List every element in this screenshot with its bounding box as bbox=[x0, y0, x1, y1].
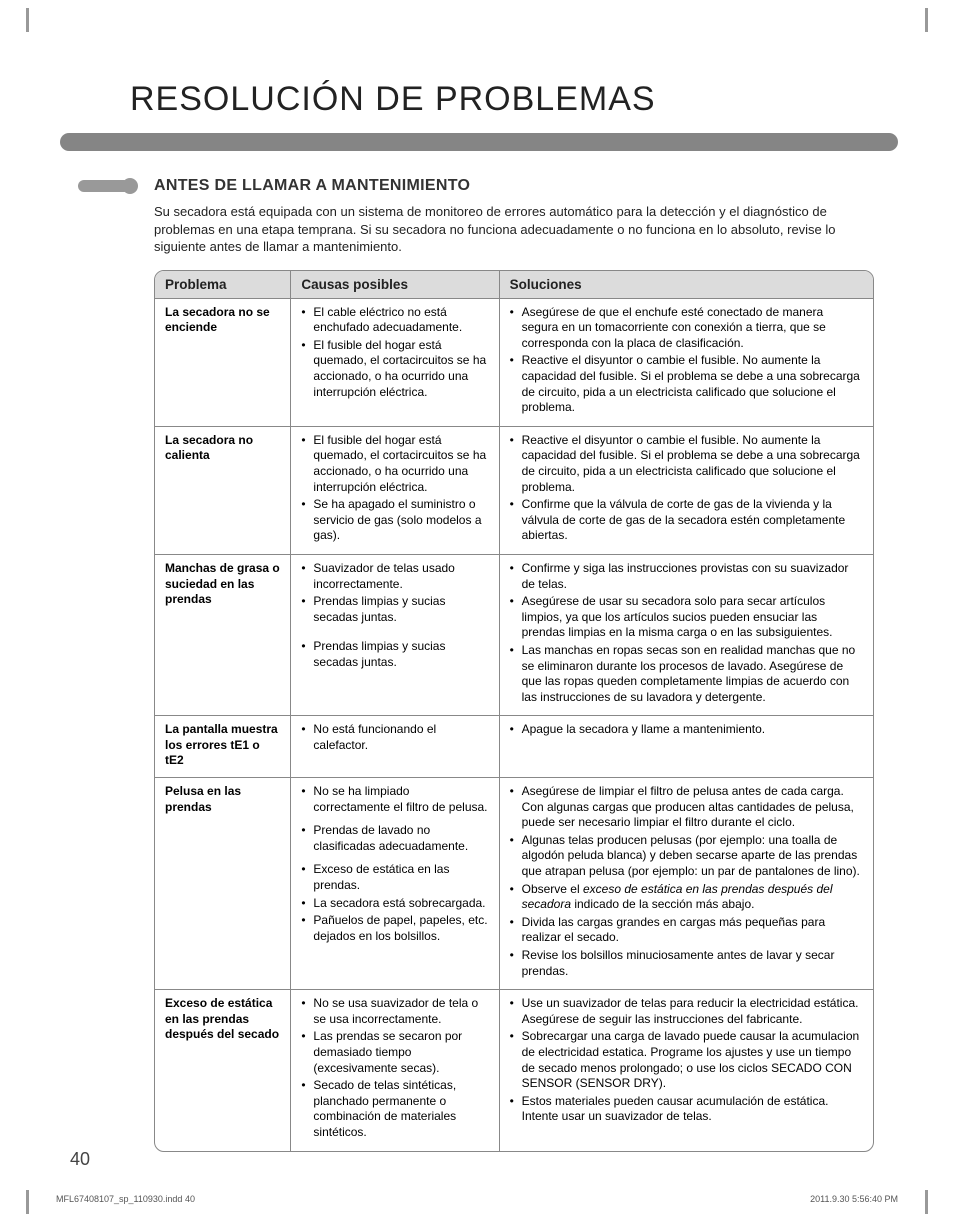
list-item: Use un suavizador de telas para reducir … bbox=[510, 996, 863, 1027]
list-item: No se usa suavizador de tela o se usa in… bbox=[301, 996, 488, 1027]
table-row: Exceso de estática en las prendas despué… bbox=[155, 990, 873, 1150]
cell-causes: No se usa suavizador de tela o se usa in… bbox=[291, 990, 499, 1150]
list-item: Se ha apagado el suministro o servicio d… bbox=[301, 497, 488, 544]
list-item: Algunas telas producen pelusas (por ejem… bbox=[510, 833, 863, 880]
page-title: RESOLUCIÓN DE PROBLEMAS bbox=[130, 80, 894, 119]
th-causes: Causas posibles bbox=[291, 271, 499, 299]
cell-causes: El fusible del hogar está quemado, el co… bbox=[291, 427, 499, 555]
cell-solutions: Confirme y siga las instrucciones provis… bbox=[500, 555, 873, 716]
table-row: Manchas de grasa o suciedad en las prend… bbox=[155, 555, 873, 716]
table-row: La secadora no calientaEl fusible del ho… bbox=[155, 427, 873, 555]
cell-problem: Manchas de grasa o suciedad en las prend… bbox=[155, 555, 291, 716]
footer-right: 2011.9.30 5:56:40 PM bbox=[810, 1194, 898, 1204]
list-item: Asegúrese de que el enchufe esté conecta… bbox=[510, 305, 863, 352]
cell-problem: La pantalla muestra los errores tE1 o tE… bbox=[155, 716, 291, 778]
table-row: Pelusa en las prendas No se ha limpiado c… bbox=[155, 778, 873, 990]
list-item: Sobrecargar una carga de lavado puede ca… bbox=[510, 1029, 863, 1091]
table-row: La pantalla muestra los errores tE1 o tE… bbox=[155, 716, 873, 778]
list-item: Reactive el disyuntor o cambie el fusibl… bbox=[510, 353, 863, 415]
cell-problem: La secadora no se enciende bbox=[155, 299, 291, 427]
section-title: ANTES DE LLAMAR A MANTENIMIENTO bbox=[154, 177, 470, 195]
footer-left: MFL67408107_sp_110930.indd 40 bbox=[56, 1194, 195, 1204]
th-solutions: Soluciones bbox=[500, 271, 873, 299]
list-item: Reactive el disyuntor o cambie el fusibl… bbox=[510, 433, 863, 495]
list-item: Pañuelos de papel, papeles, etc. dejados… bbox=[301, 913, 488, 944]
list-item: Suavizador de telas usado incorrectament… bbox=[301, 561, 488, 592]
cell-solutions: Apague la secadora y llame a mantenimien… bbox=[500, 716, 873, 778]
list-item: Divida las cargas grandes en cargas más … bbox=[510, 915, 863, 946]
cell-causes: El cable eléctrico no está enchufado ade… bbox=[291, 299, 499, 427]
list-item: Secado de telas sintéticas, planchado pe… bbox=[301, 1078, 488, 1140]
cell-causes: No está funcionando el calefactor. bbox=[291, 716, 499, 778]
cell-solutions: Asegúrese de limpiar el filtro de pelusa… bbox=[500, 778, 873, 990]
troubleshoot-table: Problema Causas posibles Soluciones La s… bbox=[154, 270, 874, 1152]
cell-solutions: Asegúrese de que el enchufe esté conecta… bbox=[500, 299, 873, 427]
list-item: Asegúrese de limpiar el filtro de pelusa… bbox=[510, 784, 863, 831]
list-item: Revise los bolsillos minuciosamente ante… bbox=[510, 948, 863, 979]
list-item: Observe el exceso de estática en las pre… bbox=[510, 882, 863, 913]
list-item: Las prendas se secaron por demasiado tie… bbox=[301, 1029, 488, 1076]
list-item: Las manchas en ropas secas son en realid… bbox=[510, 643, 863, 705]
list-item: No está funcionando el calefactor. bbox=[301, 722, 488, 753]
list-item: Prendas de lavado no clasificadas adecua… bbox=[301, 823, 488, 854]
table-row: La secadora no se enciende El cable eléct… bbox=[155, 299, 873, 427]
list-item: Estos materiales pueden causar acumulaci… bbox=[510, 1094, 863, 1125]
page-number: 40 bbox=[70, 1149, 90, 1170]
list-item: Asegúrese de usar su secadora solo para … bbox=[510, 594, 863, 641]
header-band bbox=[60, 133, 894, 151]
list-item: No se ha limpiado correctamente el filtr… bbox=[301, 784, 488, 815]
footer: MFL67408107_sp_110930.indd 40 2011.9.30 … bbox=[56, 1194, 898, 1204]
list-item: La secadora está sobrecargada. bbox=[301, 896, 488, 912]
list-item: Confirme que la válvula de corte de gas … bbox=[510, 497, 863, 544]
list-item: Apague la secadora y llame a mantenimien… bbox=[510, 722, 863, 738]
list-item: Confirme y siga las instrucciones provis… bbox=[510, 561, 863, 592]
list-item: El cable eléctrico no está enchufado ade… bbox=[301, 305, 488, 336]
cell-solutions: Reactive el disyuntor o cambie el fusibl… bbox=[500, 427, 873, 555]
th-problem: Problema bbox=[155, 271, 291, 299]
cell-solutions: Use un suavizador de telas para reducir … bbox=[500, 990, 873, 1150]
cell-problem: Pelusa en las prendas bbox=[155, 778, 291, 990]
list-item: Prendas limpias y sucias secadas juntas. bbox=[301, 639, 488, 670]
list-item: El fusible del hogar está quemado, el co… bbox=[301, 433, 488, 495]
list-item: Exceso de estática en las prendas. bbox=[301, 862, 488, 893]
cell-causes: Suavizador de telas usado incorrectament… bbox=[291, 555, 499, 716]
intro-text: Su secadora está equipada con un sistema… bbox=[154, 203, 874, 256]
cell-problem: Exceso de estática en las prendas despué… bbox=[155, 990, 291, 1150]
cell-causes: No se ha limpiado correctamente el filtr… bbox=[291, 778, 499, 990]
section-row: ANTES DE LLAMAR A MANTENIMIENTO bbox=[78, 177, 894, 195]
list-item: Prendas limpias y sucias secadas juntas. bbox=[301, 594, 488, 625]
cell-problem: La secadora no calienta bbox=[155, 427, 291, 555]
list-item: El fusible del hogar está quemado, el co… bbox=[301, 338, 488, 400]
